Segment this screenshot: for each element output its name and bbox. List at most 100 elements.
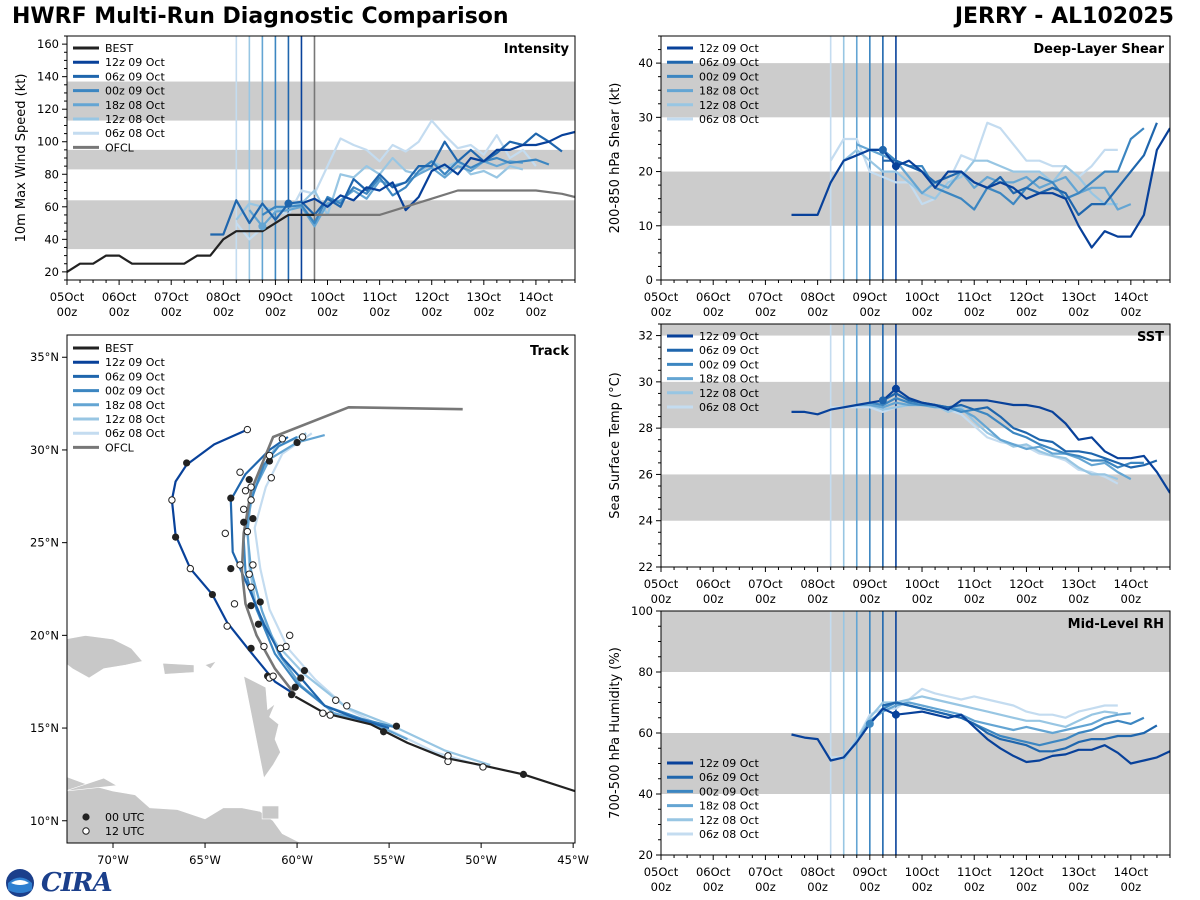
track-point-12utc bbox=[230, 600, 239, 608]
sst-plot-area bbox=[661, 324, 1170, 567]
legend-label: BEST bbox=[105, 342, 133, 355]
x-tick-label-date: 09Oct bbox=[853, 865, 888, 879]
y-tick-label: 120 bbox=[37, 102, 59, 116]
x-tick-label-date: 14Oct bbox=[519, 290, 554, 304]
track-frame bbox=[66, 334, 576, 844]
track-point-12utc bbox=[236, 468, 244, 476]
x-tick-label-hour: 00z bbox=[651, 305, 672, 319]
x-tick-label-hour: 00z bbox=[807, 880, 828, 894]
threshold-band bbox=[661, 171, 1170, 226]
series-line-12z-08-oct bbox=[842, 695, 1118, 762]
legend-label: 12z 09 Oct bbox=[699, 42, 759, 55]
x-tick-label-hour: 00z bbox=[807, 305, 828, 319]
x-tick-label-date: 13Oct bbox=[467, 290, 502, 304]
x-tick-label-hour: 00z bbox=[912, 305, 933, 319]
y-tick-label: 26 bbox=[638, 467, 653, 481]
legend-label: 06z 08 Oct bbox=[699, 828, 759, 841]
legend-label: 18z 08 Oct bbox=[699, 373, 759, 386]
y-tick-label: 32 bbox=[638, 329, 653, 343]
track-point-12utc bbox=[326, 711, 334, 719]
lon-tick-label: 50°W bbox=[465, 853, 497, 867]
threshold-band bbox=[661, 733, 1170, 794]
track-point-12utc bbox=[168, 496, 176, 504]
track-point-12utc bbox=[332, 696, 340, 704]
init-marker-12z-09-oct bbox=[891, 162, 900, 171]
x-tick-label-date: 07Oct bbox=[154, 290, 189, 304]
panel-title: Intensity bbox=[504, 42, 570, 57]
track-point-12utc bbox=[260, 642, 268, 651]
track-line-12z-08-oct bbox=[246, 432, 491, 767]
lat-tick-label: 15°N bbox=[30, 721, 59, 735]
x-tick-label-date: 05Oct bbox=[644, 865, 679, 879]
x-tick-label-date: 10Oct bbox=[905, 290, 940, 304]
series-line-12z-08-oct bbox=[843, 148, 1118, 206]
track-point-12utc bbox=[265, 451, 274, 460]
sst-panel: 22242628303205Oct00z06Oct00z07Oct00z08Oc… bbox=[608, 323, 1171, 606]
x-tick-label-date: 10Oct bbox=[905, 865, 940, 879]
lon-tick-label: 60°W bbox=[281, 853, 313, 867]
land-mass bbox=[162, 662, 195, 675]
legend-label: 06z 09 Oct bbox=[105, 370, 165, 383]
x-tick-label-date: 07Oct bbox=[748, 577, 783, 591]
x-tick-label-hour: 00z bbox=[369, 305, 390, 319]
track-point-00utc bbox=[300, 666, 309, 675]
x-tick-label-hour: 00z bbox=[651, 592, 672, 606]
track-point-00utc bbox=[256, 598, 264, 606]
y-tick-label: 10 bbox=[638, 219, 653, 233]
track-point-12utc bbox=[239, 505, 248, 513]
legend-label: 06z 08 Oct bbox=[699, 113, 759, 126]
threshold-band bbox=[67, 149, 575, 170]
track-point-00utc bbox=[287, 691, 296, 699]
track-point-12utc bbox=[319, 709, 327, 717]
legend-label: 12z 08 Oct bbox=[105, 413, 165, 426]
rh-panel: 2040608010005Oct00z06Oct00z07Oct00z08Oct… bbox=[608, 604, 1171, 894]
series-line-06z-08-oct bbox=[830, 687, 1118, 759]
track-line-06z-09-oct bbox=[229, 436, 390, 730]
x-tick-label-date: 05Oct bbox=[644, 577, 679, 591]
track-point-12utc bbox=[269, 672, 277, 680]
x-tick-label-hour: 00z bbox=[421, 305, 442, 319]
x-tick-label-date: 06Oct bbox=[696, 865, 731, 879]
x-tick-label-date: 08Oct bbox=[800, 577, 835, 591]
threshold-band bbox=[661, 474, 1170, 521]
x-tick-label-date: 12Oct bbox=[1009, 290, 1044, 304]
series-line-18z-08-oct bbox=[248, 160, 524, 228]
x-tick-label-hour: 00z bbox=[526, 305, 547, 319]
x-tick-label-hour: 00z bbox=[755, 305, 776, 319]
init-marker-18z-08-oct bbox=[258, 222, 267, 231]
series-line-12z-09-oct bbox=[791, 127, 1170, 249]
x-tick-label-hour: 00z bbox=[473, 305, 494, 319]
track-point-12utc bbox=[267, 474, 276, 482]
x-tick-label-hour: 00z bbox=[57, 305, 78, 319]
series-line-06z-09-oct bbox=[882, 122, 1158, 216]
track-point-00utc bbox=[247, 644, 255, 652]
track-point-00utc bbox=[254, 620, 263, 628]
legend-label: 06z 09 Oct bbox=[699, 56, 759, 69]
x-tick-label-hour: 00z bbox=[964, 880, 985, 894]
shear-plot-area bbox=[661, 36, 1170, 280]
track-point-12utc bbox=[276, 644, 285, 653]
x-tick-label-date: 14Oct bbox=[1114, 577, 1149, 591]
track-point-00utc bbox=[227, 494, 235, 502]
legend-label: 18z 08 Oct bbox=[699, 800, 759, 813]
x-tick-label-hour: 00z bbox=[912, 592, 933, 606]
legend-label: 12z 08 Oct bbox=[699, 99, 759, 112]
track-point-00utc bbox=[171, 533, 180, 541]
y-axis-label: Sea Surface Temp (°C) bbox=[608, 372, 623, 519]
legend-label: 18z 08 Oct bbox=[105, 99, 165, 112]
init-marker-12z-09-oct bbox=[891, 710, 900, 719]
x-tick-label-hour: 00z bbox=[703, 880, 724, 894]
y-tick-label: 24 bbox=[638, 514, 653, 528]
lon-tick-label: 70°W bbox=[97, 853, 129, 867]
x-tick-label-date: 11Oct bbox=[362, 290, 397, 304]
track-line-18z-08-oct bbox=[246, 434, 408, 741]
lat-tick-label: 35°N bbox=[30, 350, 59, 364]
y-tick-label: 60 bbox=[44, 200, 59, 214]
y-tick-label: 80 bbox=[44, 167, 59, 181]
intensity-panel: 2040608010012014016005Oct00z06Oct00z07Oc… bbox=[14, 35, 576, 319]
track-point-00utc bbox=[379, 728, 388, 736]
track-point-12utc bbox=[241, 487, 250, 495]
track-point-12utc bbox=[479, 763, 487, 771]
